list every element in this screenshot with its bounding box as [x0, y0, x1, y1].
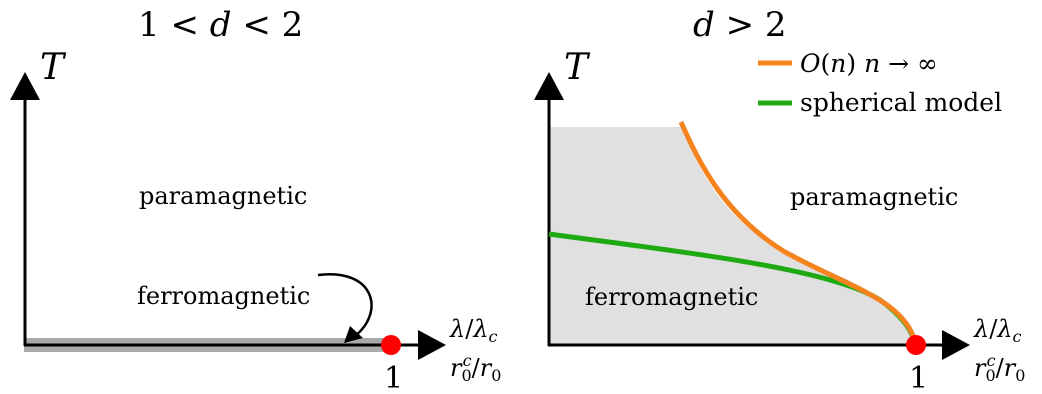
right-paramagnetic-label: paramagnetic [790, 183, 958, 211]
right-t-axis-label: T [564, 47, 591, 88]
right-x-axis-label-top: λ/λc [973, 315, 1022, 346]
left-t-axis-label: T [40, 47, 67, 88]
right-critical-point [906, 335, 926, 355]
right-panel: d > 2 T paramagnetic ferromagnetic 1 λ/λ… [534, 5, 1025, 394]
right-t-axis-arrow [534, 72, 564, 100]
right-x-axis-label-bottom: r0c/r0 [974, 351, 1025, 385]
on-large-n-curve [678, 120, 919, 346]
left-x-axis-label-bottom: r0c/r0 [450, 351, 501, 385]
right-ferromagnetic-label: ferromagnetic [585, 283, 758, 311]
left-curved-arrow [317, 273, 373, 337]
left-t-axis-arrow [10, 72, 40, 100]
legend-on-label: O(n) n → ∞ [800, 49, 938, 78]
left-critical-point [381, 335, 401, 355]
left-panel: 1 < d < 2 T paramagnetic ferromagnetic 1… [10, 5, 501, 394]
left-x-axis-arrow [418, 330, 446, 360]
left-tick-one: 1 [384, 361, 403, 394]
right-tick-one: 1 [909, 361, 928, 394]
legend: O(n) n → ∞ spherical model [758, 49, 1002, 117]
left-x-axis-label-top: λ/λc [449, 315, 498, 346]
right-title: d > 2 [693, 5, 787, 45]
right-ferromagnetic-region [549, 127, 916, 345]
left-curved-arrowhead [344, 326, 363, 343]
legend-spherical-label: spherical model [800, 88, 1002, 117]
left-ferromagnetic-label: ferromagnetic [137, 282, 310, 310]
left-title: 1 < d < 2 [138, 5, 303, 45]
right-x-axis-arrow [942, 330, 970, 360]
left-paramagnetic-label: paramagnetic [139, 182, 307, 210]
